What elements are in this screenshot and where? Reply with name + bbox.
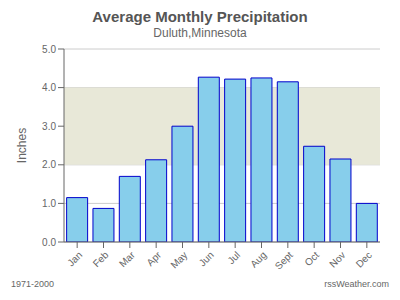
- svg-text:Dec: Dec: [354, 249, 374, 269]
- html-text:Average Monthly Precipitation: Average Monthly Precipitation: [92, 8, 308, 25]
- svg-text:Nov: Nov: [327, 249, 347, 269]
- svg-text:Apr: Apr: [144, 249, 163, 268]
- svg-text:Mar: Mar: [117, 249, 137, 269]
- svg-text:Sept: Sept: [273, 249, 295, 271]
- svg-text:Jul: Jul: [225, 249, 242, 266]
- svg-text:2.0: 2.0: [42, 159, 56, 170]
- svg-text:3.0: 3.0: [42, 121, 56, 132]
- svg-text:Oct: Oct: [302, 249, 321, 268]
- svg-text:Jan: Jan: [65, 249, 84, 268]
- svg-text:Feb: Feb: [91, 249, 111, 269]
- svg-text:4.0: 4.0: [42, 82, 56, 93]
- svg-text:Aug: Aug: [248, 249, 268, 269]
- svg-text:0.0: 0.0: [42, 237, 56, 248]
- svg-text:Inches: Inches: [15, 128, 29, 163]
- html-text:Duluth,Minnesota: Duluth,Minnesota: [153, 26, 247, 40]
- svg-text:5.0: 5.0: [42, 44, 56, 55]
- svg-text:May: May: [168, 249, 189, 270]
- svg-text:Jun: Jun: [197, 249, 216, 268]
- html-text:1971-2000: 1971-2000: [11, 279, 54, 289]
- html-text:rssWeather.com: rssWeather.com: [324, 279, 389, 289]
- svg-text:1.0: 1.0: [42, 198, 56, 209]
